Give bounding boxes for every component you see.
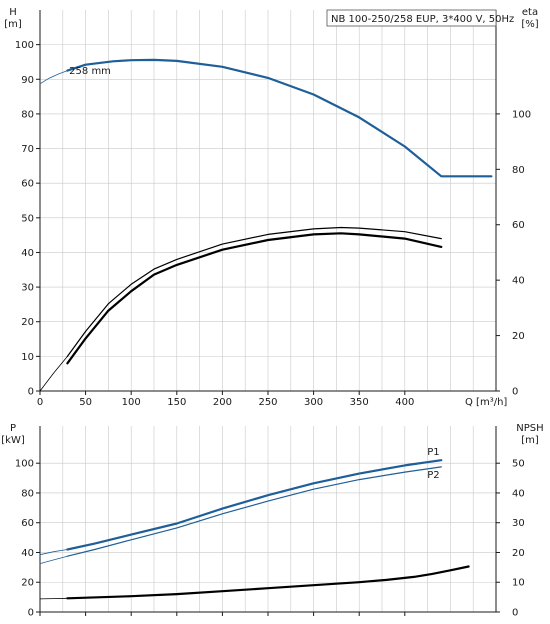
x-axis-label: Q [m³/h] — [465, 397, 507, 408]
top-right-tick-label: 0 — [512, 387, 518, 398]
series-p2-extrapolated-line — [39, 555, 68, 564]
top-left-tick-label: 70 — [21, 144, 34, 155]
bottom-left-axis-unit: [kW] — [1, 435, 25, 446]
x-tick-label: 350 — [350, 397, 369, 408]
x-tick-label: 400 — [395, 397, 414, 408]
x-tick-label: 100 — [122, 397, 141, 408]
top-left-tick-label: 30 — [21, 283, 34, 294]
series-label-p2: P2 — [427, 470, 439, 481]
x-tick-label: 0 — [37, 397, 43, 408]
series-label-p1: P1 — [427, 447, 439, 458]
top-left-tick-label: 50 — [21, 213, 34, 224]
series-p1-extrapolated-line — [39, 549, 68, 556]
x-tick-label: 200 — [213, 397, 232, 408]
curve-annotation: 258 mm — [69, 66, 111, 77]
top-right-tick-label: 100 — [512, 109, 531, 120]
series-eta-2-line — [66, 232, 443, 365]
top-left-tick-label: 80 — [21, 109, 34, 120]
bottom-panel — [36, 426, 500, 616]
top-right-axis-title: eta — [522, 7, 538, 18]
top-panel — [36, 10, 500, 395]
series-p1-line — [66, 459, 443, 551]
top-left-axis-unit: [m] — [4, 19, 22, 30]
bottom-right-axis-title: NPSH — [516, 423, 543, 434]
series-h-258-mm-line — [66, 58, 493, 178]
top-right-axis-unit: [%] — [521, 19, 538, 30]
top-left-tick-label: 90 — [21, 75, 34, 86]
top-right-tick-label: 60 — [512, 220, 525, 231]
top-left-tick-label: 20 — [21, 317, 34, 328]
top-left-tick-label: 10 — [21, 352, 34, 363]
series-h-258-mm-extrapolated-line — [39, 70, 68, 85]
top-right-tick-label: 80 — [512, 165, 525, 176]
bottom-right-tick-label: 10 — [512, 578, 525, 589]
series-npsh-line — [66, 565, 470, 600]
top-right-tick-label: 40 — [512, 276, 525, 287]
top-left-tick-label: 0 — [28, 387, 34, 398]
bottom-right-tick-label: 0 — [512, 608, 518, 619]
x-tick-label: 300 — [304, 397, 323, 408]
top-left-tick-label: 100 — [15, 40, 34, 51]
series-npsh-extrapolated-line — [39, 597, 68, 600]
chart-title: NB 100-250/258 EUP, 3*400 V, 50Hz — [331, 14, 514, 25]
x-tick-label: 50 — [79, 397, 92, 408]
x-tick-label: 250 — [258, 397, 277, 408]
top-left-tick-label: 60 — [21, 179, 34, 190]
series-eta-1-extrapolated-line — [39, 355, 68, 392]
bottom-right-axis-unit: [m] — [521, 435, 539, 446]
bottom-left-tick-label: 40 — [21, 548, 34, 559]
top-left-axis-title: H — [9, 7, 17, 18]
bottom-left-tick-label: 20 — [21, 578, 34, 589]
x-tick-label: 150 — [167, 397, 186, 408]
bottom-right-tick-label: 30 — [512, 518, 525, 529]
bottom-right-tick-label: 40 — [512, 488, 525, 499]
bottom-right-tick-label: 20 — [512, 548, 525, 559]
series-eta-1-line — [66, 226, 442, 357]
top-right-tick-label: 20 — [512, 331, 525, 342]
bottom-left-axis-title: P — [10, 423, 16, 434]
bottom-left-tick-label: 0 — [28, 608, 34, 619]
bottom-left-tick-label: 100 — [15, 459, 34, 470]
top-left-tick-label: 40 — [21, 248, 34, 259]
series-p2-line — [66, 466, 442, 557]
bottom-left-tick-label: 80 — [21, 488, 34, 499]
title-box — [326, 9, 497, 27]
bottom-right-tick-label: 50 — [512, 459, 525, 470]
bottom-left-tick-label: 60 — [21, 518, 34, 529]
